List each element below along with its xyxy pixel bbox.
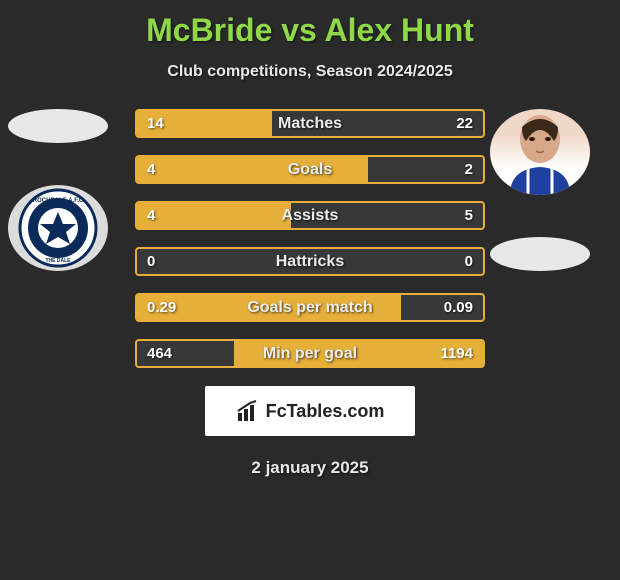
chart-logo-icon bbox=[236, 399, 260, 423]
stat-value-right: 2 bbox=[465, 161, 473, 178]
comparison-date: 2 january 2025 bbox=[0, 458, 620, 478]
stat-bar: 0 Hattricks 0 bbox=[135, 247, 485, 276]
player-right-club-badge-placeholder bbox=[490, 237, 590, 271]
player-left-club-badge: ROCHDALE A.F.C THE DALE bbox=[8, 185, 108, 271]
player-right-photo bbox=[490, 109, 590, 195]
stat-bar: 4 Goals 2 bbox=[135, 155, 485, 184]
stat-value-right: 5 bbox=[465, 207, 473, 224]
player-photo-icon bbox=[490, 109, 590, 195]
player-left-column: ROCHDALE A.F.C THE DALE bbox=[8, 109, 108, 271]
stat-label: Goals bbox=[137, 161, 483, 179]
stat-value-right: 0.09 bbox=[444, 299, 473, 316]
stat-label: Matches bbox=[137, 115, 483, 133]
player-left-photo-placeholder bbox=[8, 109, 108, 143]
brand-badge[interactable]: FcTables.com bbox=[205, 386, 415, 436]
stat-value-right: 22 bbox=[456, 115, 473, 132]
rochdale-badge-icon: ROCHDALE A.F.C THE DALE bbox=[18, 188, 98, 268]
comparison-content: ROCHDALE A.F.C THE DALE 14 Matches 22 bbox=[0, 109, 620, 368]
stat-bar: 14 Matches 22 bbox=[135, 109, 485, 138]
stat-bars: 14 Matches 22 4 Goals 2 4 Assists 5 0 Ha… bbox=[135, 109, 485, 368]
svg-text:ROCHDALE A.F.C: ROCHDALE A.F.C bbox=[33, 198, 84, 204]
stat-label: Assists bbox=[137, 207, 483, 225]
stat-label: Hattricks bbox=[137, 253, 483, 271]
brand-text: FcTables.com bbox=[266, 401, 385, 422]
stat-label: Min per goal bbox=[137, 345, 483, 363]
comparison-subtitle: Club competitions, Season 2024/2025 bbox=[0, 63, 620, 81]
svg-text:THE DALE: THE DALE bbox=[46, 258, 72, 264]
player-right-column bbox=[490, 109, 590, 271]
comparison-title: McBride vs Alex Hunt bbox=[0, 0, 620, 49]
stat-bar: 0.29 Goals per match 0.09 bbox=[135, 293, 485, 322]
stat-label: Goals per match bbox=[137, 299, 483, 317]
stat-value-right: 0 bbox=[465, 253, 473, 270]
stat-bar: 4 Assists 5 bbox=[135, 201, 485, 230]
stat-bar: 464 Min per goal 1194 bbox=[135, 339, 485, 368]
stat-value-right: 1194 bbox=[440, 345, 473, 362]
